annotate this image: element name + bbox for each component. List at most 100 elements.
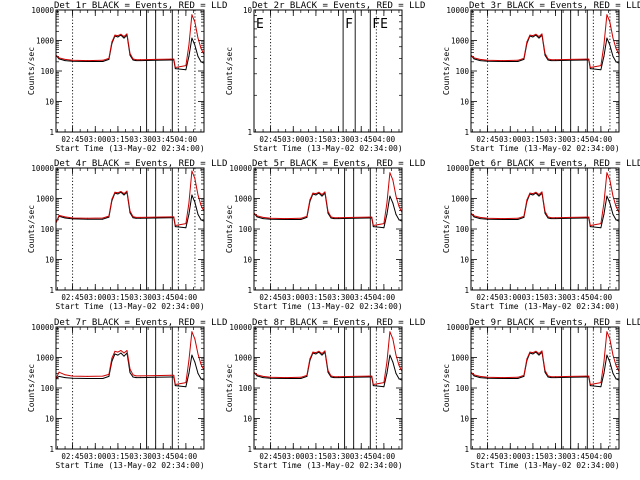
data-point-lld bbox=[200, 204, 202, 206]
data-point-lld bbox=[327, 210, 329, 212]
x-tick-label: 02:45 bbox=[61, 293, 84, 302]
panel-title: Det 5r BLACK = Events, RED = LLD bbox=[252, 159, 425, 169]
data-point-lld bbox=[487, 217, 489, 219]
data-point-events bbox=[135, 60, 137, 62]
data-point-lld bbox=[541, 350, 543, 352]
data-point-events bbox=[200, 219, 202, 221]
data-point-events bbox=[502, 377, 504, 379]
data-point-lld bbox=[585, 216, 587, 218]
data-point-events bbox=[140, 217, 142, 219]
data-point-lld bbox=[609, 338, 611, 340]
data-point-events bbox=[262, 377, 264, 379]
data-point-events bbox=[191, 194, 193, 196]
y-axis-label: Counts/sec bbox=[225, 205, 234, 253]
data-point-lld bbox=[606, 172, 608, 174]
data-point-events bbox=[194, 44, 196, 46]
data-point-events bbox=[386, 213, 388, 215]
data-point-events bbox=[570, 376, 572, 378]
data-point-lld bbox=[609, 21, 611, 23]
data-point-lld bbox=[523, 215, 525, 217]
data-point-lld bbox=[256, 374, 258, 376]
series-line-events bbox=[470, 34, 620, 71]
data-point-events bbox=[383, 386, 385, 388]
data-point-lld bbox=[615, 205, 617, 207]
marker-label: F bbox=[345, 17, 353, 32]
data-point-events bbox=[117, 193, 119, 195]
data-point-events bbox=[398, 378, 400, 380]
data-point-events bbox=[185, 386, 187, 388]
data-point-events bbox=[589, 68, 591, 70]
y-tick-label: 10000 bbox=[446, 323, 469, 332]
data-point-events bbox=[197, 372, 199, 374]
data-point-lld bbox=[517, 376, 519, 378]
data-point-lld bbox=[353, 216, 355, 218]
data-point-lld bbox=[535, 33, 537, 35]
data-point-lld bbox=[64, 58, 66, 60]
x-tick-label: 04:00 bbox=[175, 293, 198, 302]
data-point-lld bbox=[529, 34, 531, 36]
data-point-lld bbox=[129, 52, 131, 54]
data-point-events bbox=[174, 68, 176, 70]
data-point-lld bbox=[300, 217, 302, 219]
y-tick-label: 100 bbox=[238, 384, 252, 393]
x-tick-label: 04:00 bbox=[175, 135, 198, 144]
y-tick-label: 1000 bbox=[234, 354, 253, 363]
y-tick-label: 10000 bbox=[31, 6, 54, 15]
x-tick-label: 03:00 bbox=[282, 135, 305, 144]
x-tick-label: 03:00 bbox=[282, 452, 305, 461]
panel-det-4r: Det 4r BLACK = Events, RED = LLD 1 10 100 10… bbox=[27, 159, 227, 311]
data-point-lld bbox=[191, 14, 193, 16]
data-point-events bbox=[585, 59, 587, 61]
data-point-events bbox=[87, 377, 89, 379]
x-tick-label: 04:00 bbox=[175, 452, 198, 461]
data-point-events bbox=[479, 218, 481, 220]
data-point-lld bbox=[517, 217, 519, 219]
data-point-events bbox=[306, 375, 308, 377]
x-tick-label: 03:00 bbox=[84, 135, 107, 144]
panel-det-2r: Det 2r BLACK = Events, RED = LLD 1 10 02:45… bbox=[225, 1, 425, 153]
data-point-lld bbox=[174, 225, 176, 227]
data-point-events bbox=[517, 60, 519, 62]
data-point-lld bbox=[188, 44, 190, 46]
data-point-lld bbox=[324, 191, 326, 193]
data-point-lld bbox=[194, 178, 196, 180]
data-point-lld bbox=[386, 361, 388, 363]
data-point-lld bbox=[529, 351, 531, 353]
x-tick-label: 03:00 bbox=[84, 293, 107, 302]
data-point-lld bbox=[395, 354, 397, 356]
x-tick-label: 03:30 bbox=[129, 452, 152, 461]
data-point-lld bbox=[155, 375, 157, 377]
x-tick-label: 03:30 bbox=[129, 135, 152, 144]
panel-title: Det 4r BLACK = Events, RED = LLD bbox=[54, 159, 227, 169]
data-point-events bbox=[392, 202, 394, 204]
x-tick-label: 03:45 bbox=[152, 135, 175, 144]
x-tick-label: 04:00 bbox=[373, 452, 396, 461]
data-point-lld bbox=[191, 170, 193, 172]
data-point-lld bbox=[338, 376, 340, 378]
data-point-events bbox=[114, 353, 116, 355]
x-tick-label: 02:45 bbox=[61, 135, 84, 144]
data-point-lld bbox=[197, 353, 199, 355]
data-point-events bbox=[64, 60, 66, 62]
data-point-events bbox=[392, 361, 394, 363]
data-point-events bbox=[517, 377, 519, 379]
data-point-events bbox=[603, 372, 605, 374]
series-line-events bbox=[470, 192, 620, 229]
marker-label: E bbox=[256, 17, 264, 32]
data-point-lld bbox=[570, 375, 572, 377]
x-tick-label: 03:30 bbox=[327, 452, 350, 461]
data-point-lld bbox=[588, 375, 590, 377]
y-tick-label: 10 bbox=[460, 98, 470, 107]
data-point-events bbox=[120, 352, 122, 354]
data-point-lld bbox=[612, 195, 614, 197]
x-tick-label: 03:45 bbox=[567, 293, 590, 302]
data-point-events bbox=[200, 61, 202, 63]
data-point-lld bbox=[547, 216, 549, 218]
data-point-lld bbox=[270, 217, 272, 219]
plot-frame bbox=[253, 167, 403, 291]
x-tick-label: 02:45 bbox=[259, 293, 282, 302]
data-point-events bbox=[372, 385, 374, 387]
data-point-lld bbox=[129, 368, 131, 370]
data-point-events bbox=[523, 375, 525, 377]
y-tick-label: 10000 bbox=[31, 323, 54, 332]
